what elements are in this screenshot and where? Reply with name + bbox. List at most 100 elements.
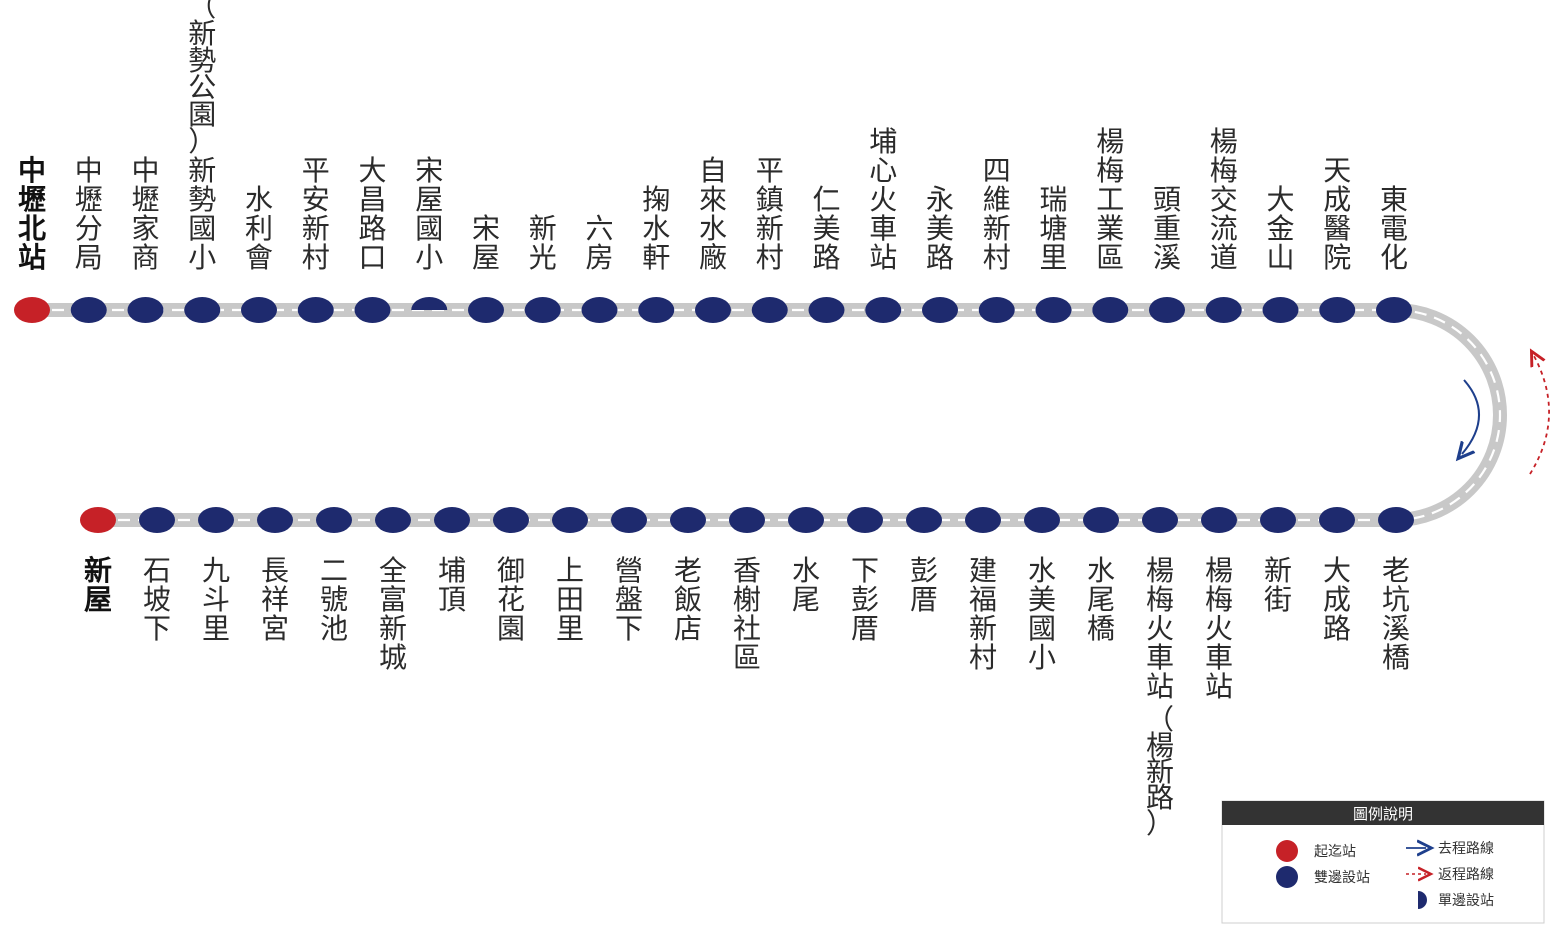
- station-label: 宋屋: [472, 212, 500, 274]
- station-layer: [14, 297, 1414, 533]
- station-dot[interactable]: [808, 297, 845, 323]
- station-dot[interactable]: [375, 507, 411, 533]
- station-label: 埔心火車站: [869, 125, 897, 274]
- station-label: 平安新村: [302, 154, 330, 274]
- station-dot[interactable]: [1035, 297, 1072, 323]
- station-label: 新屋: [84, 554, 112, 616]
- station-dot[interactable]: [751, 297, 788, 323]
- station-label: 下彭厝: [851, 554, 879, 645]
- station-label: 仁美路: [812, 183, 840, 274]
- station-label: 新勢國小: [188, 154, 216, 274]
- station-dot[interactable]: [524, 297, 561, 323]
- station-dot[interactable]: [1083, 507, 1119, 533]
- one-way-station-dot[interactable]: [411, 297, 448, 310]
- station-label: 水尾橋: [1087, 554, 1115, 645]
- station-label: 石坡下: [143, 554, 171, 645]
- terminal-station-dot[interactable]: [14, 297, 50, 323]
- station-dot[interactable]: [788, 507, 824, 533]
- station-label: 全富新城: [379, 554, 407, 674]
- station-dot[interactable]: [1262, 297, 1299, 323]
- station-dot[interactable]: [1260, 507, 1296, 533]
- station-dot[interactable]: [1205, 297, 1242, 323]
- outbound-direction-arrow: [1462, 379, 1480, 454]
- station-label: 自來水廠: [699, 154, 727, 274]
- station-label: 永美路: [926, 183, 954, 274]
- legend-title: 圖例說明: [1353, 805, 1413, 823]
- station-dot[interactable]: [552, 507, 588, 533]
- legend-terminal-label: 起迄站: [1314, 844, 1356, 860]
- station-label: 四維新村: [983, 154, 1011, 274]
- station-dot[interactable]: [241, 297, 277, 323]
- station-dot[interactable]: [1142, 507, 1178, 533]
- station-dot[interactable]: [1149, 297, 1185, 323]
- station-label: 大成路: [1323, 554, 1351, 645]
- station-dot[interactable]: [434, 507, 470, 533]
- station-label: 六房: [585, 212, 613, 274]
- station-dot[interactable]: [638, 297, 675, 323]
- station-dot[interactable]: [184, 297, 221, 323]
- station-dot[interactable]: [1319, 297, 1356, 323]
- station-label: 中壢北站: [18, 154, 46, 274]
- station-dot[interactable]: [1376, 297, 1412, 323]
- legend-terminal-dot-icon: [1276, 840, 1298, 862]
- station-dot[interactable]: [611, 507, 647, 533]
- station-dot[interactable]: [1319, 507, 1355, 533]
- station-dot[interactable]: [847, 507, 883, 533]
- station-dot[interactable]: [1024, 507, 1060, 533]
- station-dot[interactable]: [670, 507, 706, 533]
- station-label: 新街: [1264, 554, 1292, 616]
- station-label: 上田里: [556, 554, 584, 645]
- station-label: 楊梅火車站: [1205, 554, 1233, 703]
- station-label: 營盤下: [615, 554, 643, 645]
- station-label: 頭重溪: [1153, 183, 1181, 274]
- station-dot[interactable]: [865, 297, 902, 323]
- station-note: （新勢公園）: [188, 0, 216, 158]
- station-dot[interactable]: [127, 297, 164, 323]
- station-dot[interactable]: [316, 507, 352, 533]
- station-dot[interactable]: [978, 297, 1015, 323]
- station-label: 東電化: [1380, 183, 1408, 274]
- station-label: 水美國小: [1028, 554, 1056, 674]
- legend-header: [1222, 801, 1544, 825]
- station-label: 掬水軒: [642, 183, 670, 274]
- station-label: 天成醫院: [1323, 154, 1351, 274]
- station-label: 埔頂: [438, 554, 466, 616]
- station-label: 中壢分局: [75, 154, 103, 274]
- station-dot[interactable]: [297, 297, 334, 323]
- station-dot[interactable]: [695, 297, 731, 323]
- legend-return-label: 返程路線: [1438, 867, 1494, 883]
- station-dot[interactable]: [257, 507, 293, 533]
- station-label: 宋屋國小: [415, 154, 443, 274]
- station-label: 老坑溪橋: [1382, 554, 1410, 674]
- station-dot[interactable]: [1378, 507, 1414, 533]
- station-label: 大金山: [1266, 183, 1294, 274]
- station-dot[interactable]: [581, 297, 618, 323]
- station-dot[interactable]: [493, 507, 529, 533]
- terminal-station-dot[interactable]: [80, 507, 116, 533]
- station-dot[interactable]: [729, 507, 765, 533]
- station-note: （楊新路）: [1146, 703, 1174, 840]
- station-dot[interactable]: [1201, 507, 1237, 533]
- station-label: 中壢家商: [131, 154, 159, 274]
- station-dot[interactable]: [468, 297, 504, 323]
- station-dot[interactable]: [70, 297, 107, 323]
- station-label: 大昌路口: [358, 154, 386, 274]
- station-dot[interactable]: [139, 507, 175, 533]
- station-label: 楊梅交流道: [1210, 125, 1238, 274]
- station-dot[interactable]: [906, 507, 942, 533]
- station-label: 御花園: [497, 554, 525, 645]
- station-label: 二號池: [320, 554, 348, 645]
- station-label: 長祥宮: [261, 554, 289, 645]
- station-label: 水利會: [245, 183, 273, 274]
- station-label: 水尾: [792, 554, 820, 616]
- legend-station-label: 雙邊設站: [1314, 870, 1370, 886]
- route-track: [32, 303, 1507, 527]
- station-dot[interactable]: [922, 297, 958, 323]
- station-label: 九斗里: [202, 554, 230, 645]
- station-dot[interactable]: [198, 507, 234, 533]
- station-label: 楊梅火車站: [1146, 554, 1174, 703]
- station-dot[interactable]: [965, 507, 1001, 533]
- station-dot[interactable]: [354, 297, 391, 323]
- station-dot[interactable]: [1092, 297, 1129, 323]
